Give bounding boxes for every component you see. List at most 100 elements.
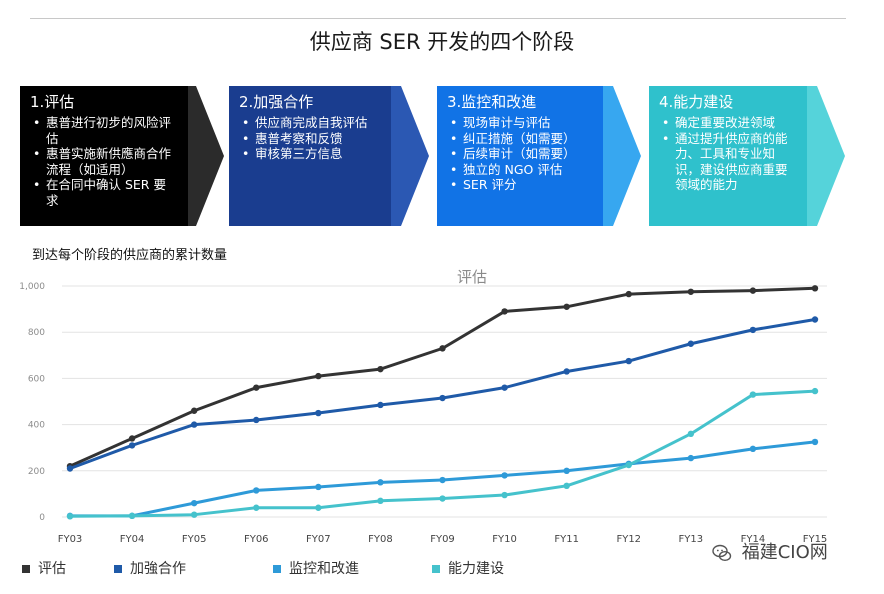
list-item: SER 评分 — [447, 177, 595, 193]
data-point — [687, 454, 695, 462]
data-point — [253, 384, 260, 391]
data-point — [190, 499, 198, 507]
x-tick-label: FY10 — [492, 534, 517, 545]
list-item: 通过提升供应商的能力、工具和专业知识，建设供应商重要领域的能力 — [659, 131, 799, 193]
data-point — [811, 285, 819, 292]
data-point — [439, 495, 446, 502]
stage-box: 4.能力建设 确定重要改进领域 通过提升供应商的能力、工具和专业知识，建设供应商… — [649, 86, 817, 226]
legend-swatch — [114, 565, 122, 573]
legend-label: 评估 — [38, 561, 66, 577]
chart-caption: 到达每个阶段的供应商的累计数量 — [32, 248, 228, 263]
stage-3-monitoring: 3.监控和改進 现场审计与评估 纠正措施（如需要） 后续审计（如需要） 独立的 … — [437, 86, 641, 226]
data-point — [377, 497, 384, 505]
data-point — [501, 472, 508, 479]
data-point — [811, 438, 819, 446]
legend-item: 能力建设 — [432, 558, 504, 578]
chart-title: 评估 — [456, 268, 487, 286]
arrow-band — [807, 86, 817, 226]
data-point — [315, 409, 322, 417]
data-point — [377, 365, 384, 373]
stage-1-evaluation: 1.评估 惠普进行初步的风险评估 惠普实施新供應商合作流程（如适用） 在合同中确… — [20, 86, 224, 226]
stage-4-capability: 4.能力建设 确定重要改进领域 通过提升供应商的能力、工具和专业知识，建设供应商… — [649, 86, 845, 226]
stage-heading: 3.监控和改進 — [447, 93, 537, 111]
data-point — [563, 482, 570, 490]
arrow-icon — [817, 86, 845, 226]
list-item: 独立的 NGO 评估 — [447, 162, 595, 178]
stage-box: 3.监控和改進 现场审计与评估 纠正措施（如需要） 后续审计（如需要） 独立的 … — [437, 86, 613, 226]
arrow-band — [603, 86, 613, 226]
x-tick-label: FY14 — [741, 534, 766, 545]
x-tick-label: FY12 — [616, 534, 641, 545]
stage-heading: 2.加强合作 — [239, 93, 314, 111]
stage-list: 现场审计与评估 纠正措施（如需要） 后续审计（如需要） 独立的 NGO 评估 S… — [447, 115, 595, 193]
data-point — [687, 288, 695, 295]
data-point — [66, 465, 74, 472]
legend-swatch — [432, 565, 440, 573]
stage-box: 2.加强合作 供应商完成自我评估 惠普考察和反馈 审核第三方信息 — [229, 86, 401, 226]
y-tick-label: 1,000 — [19, 282, 45, 292]
watermark: 福建CIO网 — [712, 538, 828, 564]
legend-item: 监控和改進 — [273, 558, 359, 578]
stage-list: 供应商完成自我评估 惠普考察和反馈 审核第三方信息 — [239, 115, 383, 162]
stage-heading: 4.能力建设 — [659, 93, 734, 111]
data-point — [66, 513, 74, 520]
list-item: 现场审计与评估 — [447, 115, 595, 131]
list-item: 供应商完成自我评估 — [239, 115, 383, 131]
data-point — [811, 387, 819, 395]
data-point — [749, 326, 757, 334]
data-point — [625, 461, 632, 469]
arrow-icon — [401, 86, 429, 226]
data-point — [625, 290, 632, 298]
list-item: 惠普进行初步的风险评估 — [30, 115, 178, 146]
stage-box: 1.评估 惠普进行初步的风险评估 惠普实施新供應商合作流程（如适用） 在合同中确… — [20, 86, 196, 226]
data-point — [253, 504, 260, 511]
arrow-icon — [196, 86, 224, 226]
stage-list: 确定重要改进领域 通过提升供应商的能力、工具和专业知识，建设供应商重要领域的能力 — [659, 115, 799, 193]
list-item: 在合同中确认 SER 要求 — [30, 177, 178, 208]
list-item: 后续审计（如需要） — [447, 146, 595, 162]
data-point — [315, 483, 322, 491]
data-point — [128, 442, 136, 449]
data-point — [439, 345, 446, 352]
data-point — [501, 491, 508, 499]
data-point — [315, 372, 322, 380]
data-point — [501, 384, 508, 391]
series-line — [68, 286, 817, 468]
y-tick-label: 0 — [39, 513, 45, 523]
data-point — [315, 504, 322, 511]
x-tick-label: FY09 — [430, 534, 455, 545]
data-point — [377, 401, 384, 409]
legend-swatch — [273, 565, 281, 573]
list-item: 惠普实施新供應商合作流程（如适用） — [30, 146, 178, 177]
data-point — [625, 357, 632, 365]
x-tick-label: FY03 — [58, 534, 83, 545]
legend-swatch — [22, 565, 30, 573]
x-tick-label: FY08 — [368, 534, 393, 545]
y-tick-label: 600 — [28, 374, 45, 384]
data-point — [439, 476, 446, 484]
series-line — [68, 317, 817, 470]
legend-item: 加強合作 — [114, 558, 186, 578]
x-tick-label: FY05 — [182, 534, 207, 545]
x-tick-label: FY04 — [120, 534, 145, 545]
data-point — [563, 303, 570, 310]
x-tick-label: FY07 — [306, 534, 331, 545]
stage-heading: 1.评估 — [30, 93, 75, 111]
x-tick-label: FY11 — [554, 534, 579, 545]
arrow-icon — [613, 86, 641, 226]
data-point — [749, 287, 757, 294]
data-point — [128, 435, 136, 442]
top-divider — [30, 18, 846, 19]
data-point — [749, 445, 757, 453]
watermark-text: 福建CIO网 — [741, 542, 828, 563]
data-point — [563, 368, 570, 375]
data-point — [253, 487, 260, 494]
data-point — [377, 479, 384, 486]
arrow-band — [391, 86, 401, 226]
data-point — [749, 391, 757, 398]
page-title: 供应商 SER 开发的四个阶段 — [309, 30, 575, 54]
list-item: 惠普考察和反馈 — [239, 131, 383, 147]
data-point — [190, 511, 198, 518]
data-point — [687, 430, 695, 438]
